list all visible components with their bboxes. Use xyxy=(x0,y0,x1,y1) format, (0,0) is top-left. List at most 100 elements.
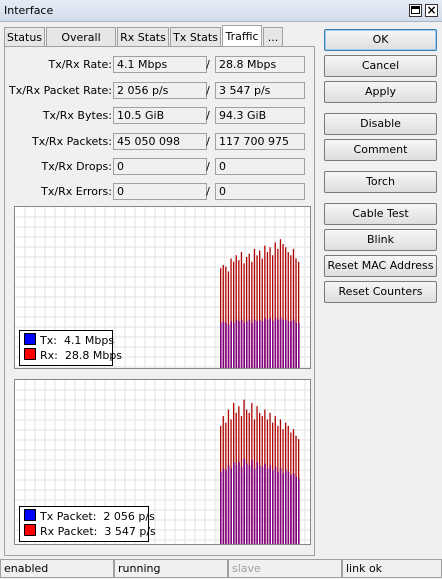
legend-swatch-rx xyxy=(24,348,36,360)
legend-value: 2 056 p/s xyxy=(103,510,155,523)
tx-bar xyxy=(253,319,256,368)
label-bytes: Tx/Rx Bytes: xyxy=(42,109,112,122)
tx-bar xyxy=(220,471,222,544)
tx-bar xyxy=(285,470,287,544)
legend-label: Rx: xyxy=(40,349,58,362)
tab-more[interactable]: ... xyxy=(263,27,283,46)
tx-bar xyxy=(277,319,279,368)
tx-bar xyxy=(230,468,232,544)
tx-bar xyxy=(230,321,232,368)
tx-bar xyxy=(292,473,295,544)
tx-bar xyxy=(277,471,279,544)
cable-test-button[interactable]: Cable Test xyxy=(324,203,437,225)
rx-drops-field: 0 xyxy=(215,158,305,175)
reset-counters-button[interactable]: Reset Counters xyxy=(324,281,437,303)
rx-bar xyxy=(298,261,300,368)
tx-bar xyxy=(225,470,227,544)
tx-bar xyxy=(233,462,235,544)
tx-bar xyxy=(279,468,282,544)
title-bar: Interface × xyxy=(0,0,442,22)
close-icon[interactable]: × xyxy=(425,3,438,17)
rx-bar xyxy=(285,247,287,368)
tx-bar xyxy=(240,466,243,544)
rx-packet-rate-field: 3 547 p/s xyxy=(215,82,305,99)
tab-status[interactable]: Status xyxy=(4,27,45,46)
tx-bar xyxy=(220,322,222,368)
torch-button[interactable]: Torch xyxy=(324,171,437,193)
reset-mac-address-button[interactable]: Reset MAC Address xyxy=(324,255,437,277)
tx-bar xyxy=(227,324,230,368)
rx-bar xyxy=(243,263,245,368)
tx-bar xyxy=(290,475,292,544)
rx-bar xyxy=(261,258,263,368)
tx-bar xyxy=(266,319,269,368)
rx-bar xyxy=(279,239,282,368)
rx-errors-field: 0 xyxy=(215,183,305,200)
rate-graph-plot xyxy=(15,207,310,368)
separator: / xyxy=(206,185,210,198)
label-packets: Tx/Rx Packets: xyxy=(31,135,112,148)
status-slave: slave xyxy=(228,559,342,578)
tx-bar xyxy=(222,321,225,368)
rx-bar xyxy=(233,261,235,368)
tx-bar xyxy=(287,471,290,544)
tx-bar xyxy=(279,318,282,368)
rx-bar xyxy=(256,255,258,368)
traffic-panel: Tx/Rx Rate: 4.1 Mbps / 28.8 Mbps Tx/Rx P… xyxy=(4,46,315,556)
disable-button[interactable]: Disable xyxy=(324,113,437,135)
tx-bytes-field: 10.5 GiB xyxy=(113,107,207,124)
tx-bar xyxy=(274,466,277,544)
legend-item-tx-packet: Tx Packet: 2 056 p/s xyxy=(24,509,155,524)
legend-value: 28.8 Mbps xyxy=(64,349,123,362)
window-title: Interface xyxy=(4,4,54,17)
tx-bar xyxy=(285,319,287,368)
status-link: link ok xyxy=(342,559,442,578)
tx-bar xyxy=(246,463,248,544)
tab-rx-stats[interactable]: Rx Stats xyxy=(117,27,169,46)
tab-tx-stats[interactable]: Tx Stats xyxy=(170,27,221,46)
tx-bar xyxy=(246,321,248,368)
tx-bar xyxy=(269,318,271,368)
tx-bar xyxy=(227,465,230,544)
tx-bar xyxy=(256,321,258,368)
tx-bar xyxy=(253,468,256,544)
separator: / xyxy=(206,160,210,173)
rx-bar xyxy=(290,255,292,368)
legend-value: 3 547 p/s xyxy=(104,525,156,538)
tab-overall-stats[interactable]: Overall Stats xyxy=(46,27,116,57)
tx-bar xyxy=(274,318,277,368)
tab-traffic[interactable]: Traffic xyxy=(222,25,262,46)
rate-graph-legend: Tx: 4.1 Mbps Rx: 28.8 Mbps xyxy=(19,330,122,366)
tx-bar xyxy=(290,321,292,368)
tx-bar xyxy=(259,319,261,368)
apply-button[interactable]: Apply xyxy=(324,81,437,103)
legend-value: 4.1 Mbps xyxy=(63,334,115,347)
tx-packet-rate-field: 2 056 p/s xyxy=(113,82,207,99)
label-rate: Tx/Rx Rate: xyxy=(48,58,112,71)
rx-bar xyxy=(227,271,230,368)
tx-bar xyxy=(292,319,295,368)
legend-item-tx: Tx: 4.1 Mbps xyxy=(24,333,114,348)
tx-bar xyxy=(298,322,300,368)
tx-bar xyxy=(235,465,238,544)
rx-bar xyxy=(272,255,274,368)
rx-bar xyxy=(253,248,256,368)
legend-label: Rx Packet: xyxy=(40,525,98,538)
tx-drops-field: 0 xyxy=(113,158,207,175)
legend-swatch-tx xyxy=(24,333,36,345)
blink-button[interactable]: Blink xyxy=(324,229,437,251)
separator: / xyxy=(206,58,210,71)
comment-button[interactable]: Comment xyxy=(324,139,437,161)
rate-graph: Tx: 4.1 Mbps Rx: 28.8 Mbps xyxy=(14,206,311,369)
rx-bar xyxy=(251,261,253,368)
rx-bar xyxy=(220,268,222,368)
maximize-icon[interactable] xyxy=(409,4,422,17)
cancel-button[interactable]: Cancel xyxy=(324,55,437,77)
tx-bar xyxy=(251,460,253,544)
rx-bar xyxy=(274,242,276,368)
tx-bar xyxy=(282,473,284,544)
tx-bar xyxy=(251,322,253,368)
status-bar: enabled running slave link ok xyxy=(0,558,442,579)
ok-button[interactable]: OK xyxy=(324,29,437,51)
tx-bar xyxy=(243,458,245,544)
